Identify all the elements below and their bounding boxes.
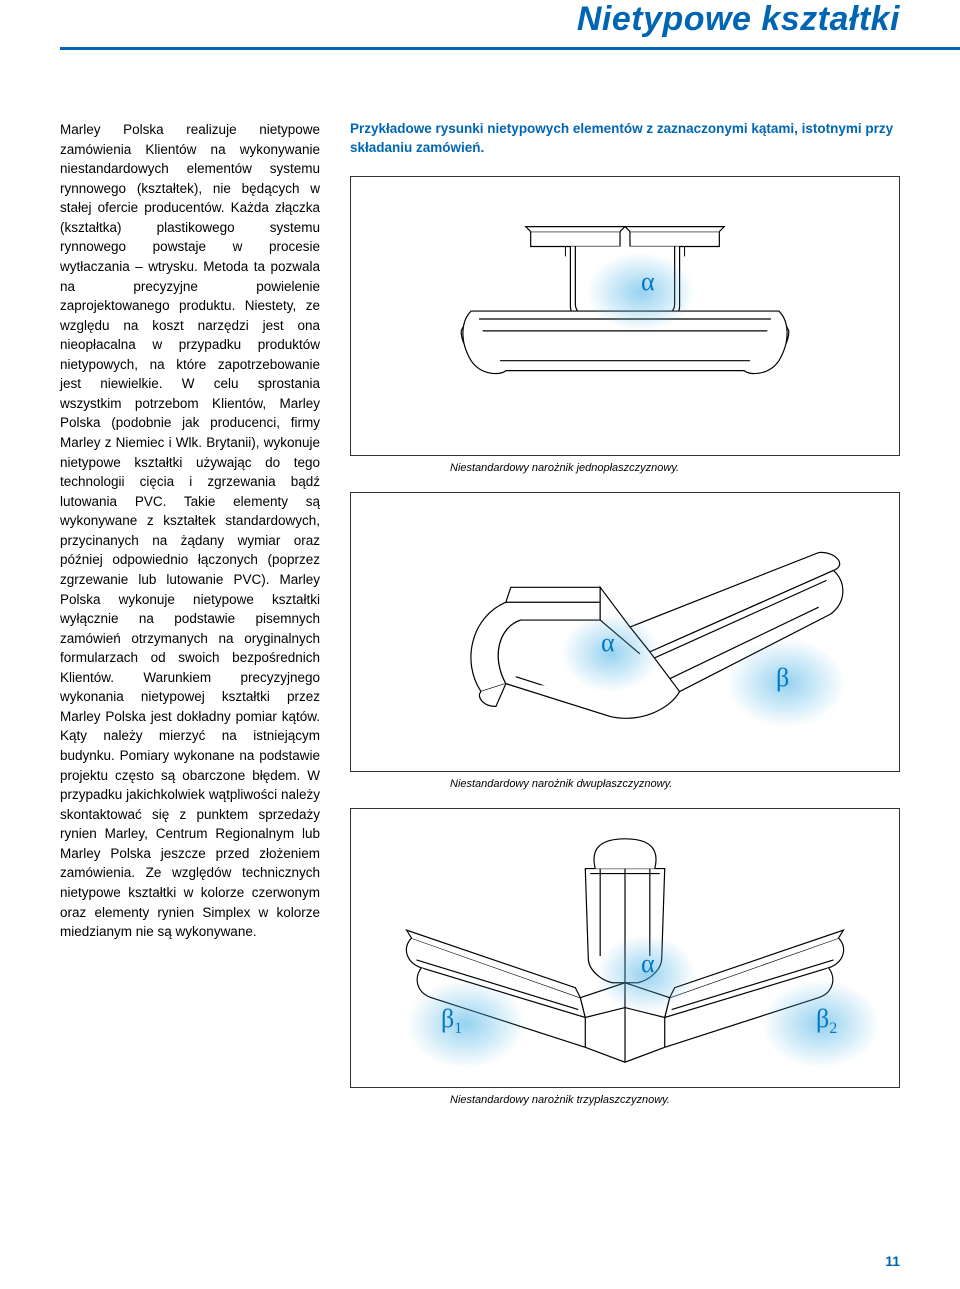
body-text: Marley Polska realizuje nietypowe zamówi… <box>60 120 320 942</box>
figure-3-box: α β1 β2 <box>350 808 900 1088</box>
figure-2-box: α β <box>350 492 900 772</box>
figure-2-caption: Niestandardowy narożnik dwupłaszczyznowy… <box>350 778 900 790</box>
angle-alpha: α <box>641 267 655 297</box>
angle-alpha-2: α <box>601 628 615 658</box>
page-header: Nietypowe kształtki <box>60 0 960 50</box>
figure-1-box: α <box>350 176 900 456</box>
figure-2-svg <box>351 493 899 771</box>
angle-beta1-3: β1 <box>441 1004 462 1038</box>
example-heading: Przykładowe rysunki nietypowych elementó… <box>350 120 900 158</box>
figure-1-caption: Niestandardowy narożnik jednopłaszczyzno… <box>350 462 900 474</box>
figure-3-svg <box>351 809 899 1087</box>
left-column: Marley Polska realizuje nietypowe zamówi… <box>60 120 320 1124</box>
content-columns: Marley Polska realizuje nietypowe zamówi… <box>60 120 900 1124</box>
right-column: Przykładowe rysunki nietypowych elementó… <box>350 120 900 1124</box>
page-title: Nietypowe kształtki <box>60 0 900 39</box>
figure-1-svg <box>351 177 899 455</box>
angle-alpha-3: α <box>641 949 655 979</box>
angle-beta2-3: β2 <box>816 1004 837 1038</box>
figure-3-caption: Niestandardowy narożnik trzypłaszczyznow… <box>350 1094 900 1106</box>
page-number: 11 <box>885 1253 900 1269</box>
angle-beta-2: β <box>776 663 789 693</box>
